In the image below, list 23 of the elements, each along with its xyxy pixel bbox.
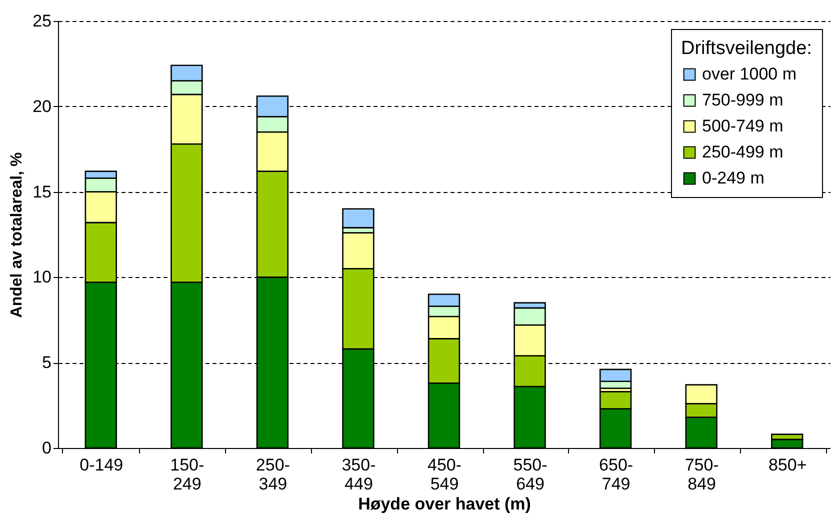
- legend-title: Driftsveilengde:: [681, 38, 812, 59]
- x-tick-label: 0-149: [80, 456, 124, 474]
- y-tick-label: 25: [32, 12, 52, 30]
- legend-label: 750-999 m: [702, 90, 784, 110]
- y-tick-label: 20: [32, 96, 52, 116]
- x-tick-label: 350- 449: [342, 456, 376, 494]
- y-tick-label: 0: [42, 438, 52, 458]
- x-axis-title: Høyde over havet (m): [358, 494, 531, 514]
- y-tick-label: 15: [32, 182, 52, 202]
- x-tick-label: 650- 749: [599, 456, 634, 494]
- x-tick-label: 450- 549: [427, 456, 462, 494]
- legend-label: 500-749 m: [702, 116, 784, 136]
- x-tick-label: 550- 649: [513, 456, 548, 494]
- x-tick-label: 850+: [768, 456, 807, 474]
- legend-label: over 1000 m: [702, 64, 796, 84]
- y-tick-label: 10: [32, 268, 52, 287]
- x-tick-label: 750- 849: [684, 456, 719, 494]
- y-axis-title: Andel av totalareal, %: [8, 152, 26, 318]
- x-tick-label: 150- 249: [170, 456, 204, 494]
- legend-label: 250-499 m: [702, 142, 784, 162]
- x-tick-label: 250- 349: [256, 456, 290, 494]
- y-tick-label: 5: [42, 353, 52, 372]
- legend-label: 0-249 m: [702, 168, 764, 188]
